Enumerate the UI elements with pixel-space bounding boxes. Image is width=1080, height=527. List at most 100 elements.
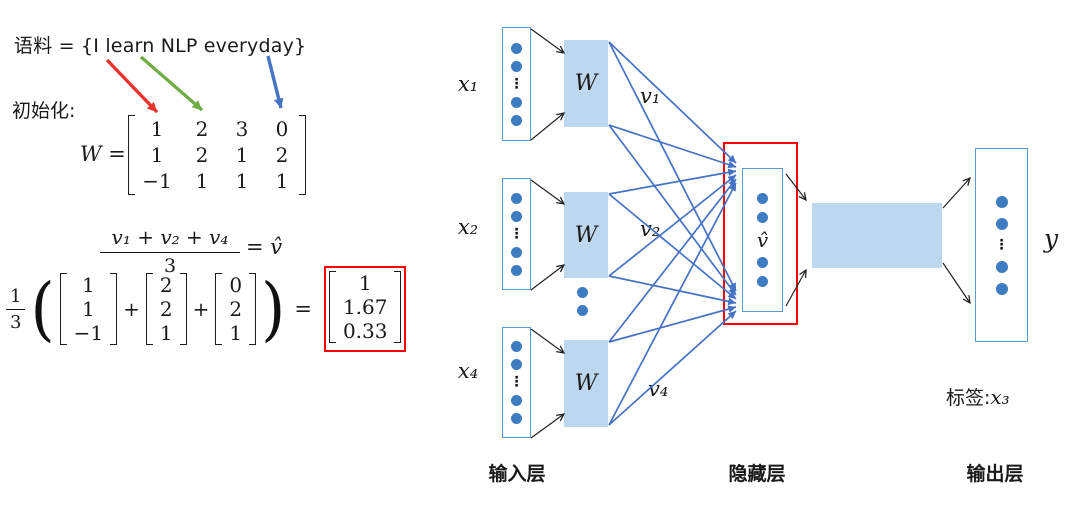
w-box-label: W bbox=[574, 71, 598, 96]
matrix-cell: 1 bbox=[195, 169, 209, 193]
neuron-dot bbox=[511, 413, 522, 424]
neuron-dot bbox=[757, 257, 768, 268]
matrix-cell: 2 bbox=[275, 143, 289, 167]
caption-output-layer: 输出层 bbox=[966, 463, 1024, 485]
neuron-dot bbox=[511, 264, 522, 276]
avg-result: = v̂ bbox=[246, 235, 283, 259]
matrix-cell: 1 bbox=[275, 169, 289, 193]
vector-v2: 2 2 1 bbox=[145, 273, 187, 345]
vector-values: 2 2 1 bbox=[155, 273, 178, 345]
matrix-cell: 2 bbox=[195, 117, 209, 141]
neuron-dot bbox=[757, 276, 768, 287]
vector-v1: 1 1 −1 bbox=[59, 273, 118, 345]
avg-denominator: 3 bbox=[163, 255, 177, 277]
vector-values: 1 1 −1 bbox=[69, 273, 108, 345]
w-matrix: 1 2 3 0 1 2 1 2 −1 1 1 1 bbox=[128, 115, 306, 195]
neuron-dot bbox=[757, 212, 768, 223]
matrix-cell: 2 bbox=[195, 143, 209, 167]
between-w-ellipsis-dot bbox=[577, 287, 588, 298]
result-highlight-box: 1 1.67 0.33 bbox=[323, 266, 407, 352]
neuron-dot bbox=[995, 282, 1008, 295]
matrix-cell: 1 bbox=[235, 169, 249, 193]
plus-sign: + bbox=[123, 297, 140, 321]
init-label: 初始化: bbox=[12, 100, 76, 122]
bracket-left bbox=[328, 271, 336, 343]
bracket-left bbox=[215, 273, 223, 345]
vertical-ellipsis: ⋮ bbox=[994, 236, 1009, 253]
avg-numerator: v₁ + v₂ + v₄ bbox=[100, 225, 240, 253]
equals-sign: = bbox=[294, 297, 312, 321]
w-box-label: W bbox=[574, 222, 598, 248]
vector-v4: 0 2 1 bbox=[215, 273, 257, 345]
vector-cell: −1 bbox=[73, 321, 104, 345]
input-to-w-arrows bbox=[530, 28, 564, 439]
input-label-x4: x₄ bbox=[457, 359, 479, 383]
matrix-cell: 1 bbox=[150, 117, 164, 141]
target-prefix: 标签: bbox=[946, 387, 991, 409]
one-third-fraction: 1 3 bbox=[6, 286, 26, 333]
hidden-vector: v̂ bbox=[742, 168, 783, 312]
output-weight-box bbox=[812, 203, 942, 268]
target-math: x₃ bbox=[990, 385, 1010, 409]
neuron-dot bbox=[511, 192, 522, 204]
w-equals: W = bbox=[80, 142, 126, 166]
neuron-dot bbox=[995, 260, 1008, 273]
neuron-dot bbox=[511, 246, 522, 258]
output-label-y: y bbox=[1044, 224, 1059, 253]
edge-label-v4: v₄ bbox=[648, 377, 669, 401]
input-vector-x4: ⋮ bbox=[502, 327, 531, 438]
neuron-dot bbox=[995, 217, 1008, 230]
vector-cell: 2 bbox=[159, 273, 173, 297]
bracket-left bbox=[128, 115, 135, 195]
bracket-left bbox=[59, 273, 67, 345]
matrix-cell: 3 bbox=[235, 117, 249, 141]
target-label: 标签:x₃ bbox=[946, 383, 1010, 410]
neuron-dot bbox=[511, 341, 522, 352]
bracket-right bbox=[179, 273, 187, 345]
sum-formula: 1 3 ( 1 1 −1 + 2 2 1 + 0 bbox=[6, 263, 407, 355]
bracket-right bbox=[299, 115, 306, 195]
matrix-cell: 0 bbox=[275, 117, 289, 141]
w-to-hidden-lines bbox=[608, 41, 737, 426]
hidden-label: v̂ bbox=[756, 228, 769, 252]
output-vector: ⋮ bbox=[975, 148, 1028, 342]
neuron-dot bbox=[511, 60, 522, 72]
weight-matrix-box-3: W bbox=[564, 340, 608, 427]
corpus-text: 语料 = {I learn NLP everyday} bbox=[14, 35, 307, 57]
matrix-cell: 1 bbox=[150, 143, 164, 167]
neuron-dot bbox=[511, 96, 522, 108]
matrix-cell: −1 bbox=[142, 169, 172, 193]
input-vector-x1: ⋮ bbox=[502, 27, 531, 141]
weight-matrix-box-2: W bbox=[564, 192, 608, 278]
edge-label-v1: v₁ bbox=[640, 84, 661, 108]
vector-cell: 2 bbox=[229, 297, 243, 321]
bracket-right bbox=[249, 273, 257, 345]
average-formula: v₁ + v₂ + v₄ 3 bbox=[100, 225, 240, 277]
vector-cell: 1 bbox=[159, 321, 173, 345]
result-vector: 1 1.67 0.33 bbox=[328, 271, 402, 343]
bracket-right bbox=[110, 273, 118, 345]
word-to-column-arrows bbox=[105, 55, 284, 114]
vector-cell: 1 bbox=[229, 321, 243, 345]
vector-cell: 0.33 bbox=[342, 319, 388, 343]
bracket-right bbox=[394, 271, 402, 343]
vector-cell: 0 bbox=[229, 273, 243, 297]
plus-sign: + bbox=[192, 297, 210, 321]
vector-cell: 1.67 bbox=[342, 295, 388, 319]
input-label-x2: x₂ bbox=[457, 215, 479, 239]
caption-hidden-layer: 隐藏层 bbox=[728, 463, 786, 485]
caption-input-layer: 输入层 bbox=[488, 463, 546, 485]
neuron-dot bbox=[511, 42, 522, 54]
bracket-left bbox=[145, 273, 153, 345]
input-vector-x2: ⋮ bbox=[502, 178, 531, 290]
neuron-dot bbox=[511, 210, 522, 222]
w-matrix-values: 1 2 3 0 1 2 1 2 −1 1 1 1 bbox=[137, 115, 297, 195]
vector-cell: 1 bbox=[358, 271, 372, 295]
vertical-ellipsis: ⋮ bbox=[509, 75, 524, 92]
edge-label-v2: v₂ bbox=[640, 217, 661, 241]
close-paren: ) bbox=[261, 267, 286, 350]
neuron-dot bbox=[511, 114, 522, 126]
open-paren: ( bbox=[30, 267, 55, 350]
between-w-ellipsis-dot bbox=[577, 305, 588, 316]
